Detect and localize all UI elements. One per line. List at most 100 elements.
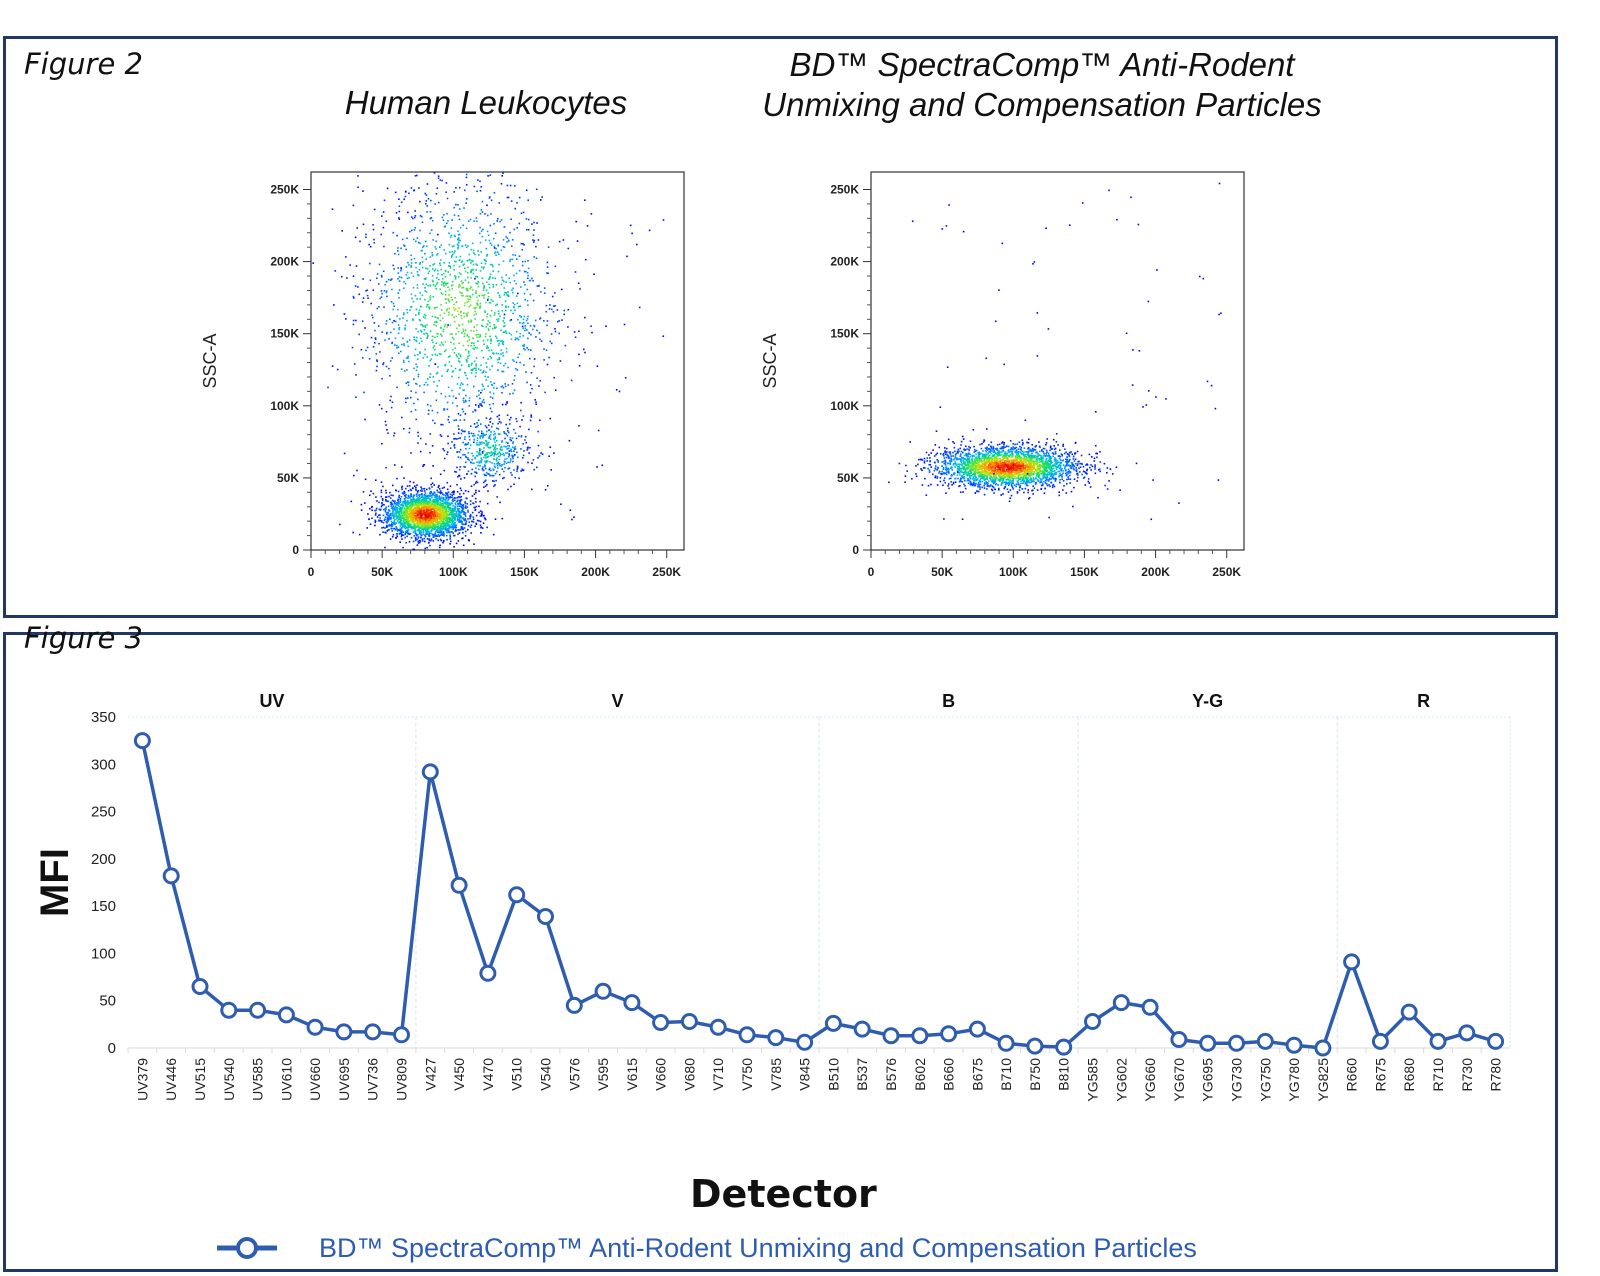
- scatter-point: [460, 516, 463, 519]
- scatter-point: [497, 320, 499, 322]
- scatter-point: [486, 442, 488, 444]
- scatter-point: [398, 512, 400, 515]
- scatter-point: [465, 523, 467, 526]
- scatter-point: [426, 533, 429, 536]
- scatter-point: [428, 538, 430, 540]
- scatter-point: [384, 420, 387, 423]
- scatter-point: [408, 502, 410, 505]
- scatter-point: [436, 528, 439, 530]
- scatter-point: [392, 302, 395, 305]
- scatter-point: [464, 513, 467, 516]
- scatter-point: [404, 526, 406, 528]
- scatter-point: [467, 355, 469, 358]
- scatter-point: [458, 218, 461, 221]
- scatter-point: [408, 512, 411, 514]
- scatter-point: [482, 356, 485, 359]
- scatter-point: [986, 474, 989, 477]
- scatter-point: [424, 192, 427, 195]
- scatter-point: [584, 258, 587, 261]
- scatter-point: [440, 518, 443, 520]
- scatter-point: [453, 513, 455, 515]
- scatter-point: [398, 328, 400, 331]
- scatter-point: [449, 236, 452, 239]
- scatter-point: [436, 526, 438, 529]
- scatter-point: [437, 503, 439, 505]
- scatter-point: [470, 372, 473, 374]
- scatter-point: [385, 220, 388, 222]
- scatter-point: [470, 472, 473, 475]
- scatter-point: [432, 493, 434, 496]
- scatter-point: [423, 494, 426, 496]
- scatter-point: [510, 218, 512, 220]
- scatter-point: [414, 525, 416, 527]
- scatter-point: [528, 452, 530, 454]
- scatter-point: [638, 306, 641, 309]
- scatter-point: [482, 442, 484, 444]
- scatter-point: [465, 295, 467, 298]
- scatter-point: [506, 237, 509, 239]
- scatter-point: [448, 523, 450, 526]
- scatter-point: [424, 290, 427, 292]
- scatter-point: [419, 305, 422, 308]
- scatter-point: [531, 462, 533, 464]
- scatter-point: [371, 505, 373, 508]
- scatter-point: [472, 272, 475, 275]
- scatter-point: [466, 377, 469, 380]
- scatter-point: [528, 428, 530, 431]
- scatter-point: [556, 309, 559, 311]
- scatter-point: [477, 304, 479, 306]
- scatter-point: [467, 525, 470, 527]
- scatter-point: [420, 486, 422, 488]
- scatter-point: [567, 326, 569, 328]
- scatter-point: [433, 516, 435, 518]
- scatter-point: [522, 415, 525, 417]
- scatter-point: [512, 287, 514, 290]
- scatter-point: [464, 267, 466, 270]
- scatter-point: [443, 511, 446, 514]
- scatter-point: [390, 494, 393, 496]
- scatter-point: [475, 365, 477, 367]
- scatter-point: [999, 466, 1002, 469]
- scatter-point: [501, 468, 504, 470]
- scatter-point: [459, 239, 461, 242]
- scatter-point: [366, 346, 369, 349]
- scatter-point: [432, 280, 434, 283]
- scatter-point: [403, 498, 406, 500]
- scatter-point: [487, 424, 490, 426]
- scatter-point: [500, 445, 502, 448]
- scatter-point: [496, 340, 499, 342]
- scatter-point: [401, 485, 403, 488]
- scatter-point: [414, 526, 416, 529]
- scatter-point: [378, 306, 380, 308]
- scatter-point: [415, 499, 418, 501]
- scatter-point: [944, 447, 946, 449]
- scatter-point: [447, 386, 450, 389]
- scatter-point: [408, 192, 410, 195]
- scatter-point: [401, 517, 404, 519]
- scatter-point: [446, 370, 448, 372]
- scatter-point: [605, 325, 607, 327]
- scatter-point: [502, 477, 504, 480]
- scatter-point: [429, 297, 431, 299]
- scatter-point: [441, 281, 443, 283]
- scatter-point: [568, 439, 571, 442]
- scatter-point: [431, 494, 433, 497]
- scatter-point: [420, 499, 422, 502]
- scatter-point: [452, 505, 454, 507]
- scatter-point: [467, 458, 469, 461]
- scatter-point: [428, 535, 430, 538]
- scatter-point: [479, 465, 481, 467]
- scatter-point: [445, 282, 448, 285]
- scatter-point: [591, 331, 593, 334]
- scatter-point: [414, 520, 417, 522]
- scatter-point: [468, 354, 471, 357]
- scatter-point: [430, 527, 432, 529]
- scatter-point: [459, 384, 462, 386]
- scatter-point: [501, 403, 504, 406]
- scatter-point: [459, 354, 462, 356]
- scatter-point: [466, 271, 469, 274]
- scatter-point: [370, 490, 372, 492]
- scatter-point: [451, 245, 454, 248]
- scatter-point: [489, 396, 492, 398]
- scatter-point: [448, 517, 450, 520]
